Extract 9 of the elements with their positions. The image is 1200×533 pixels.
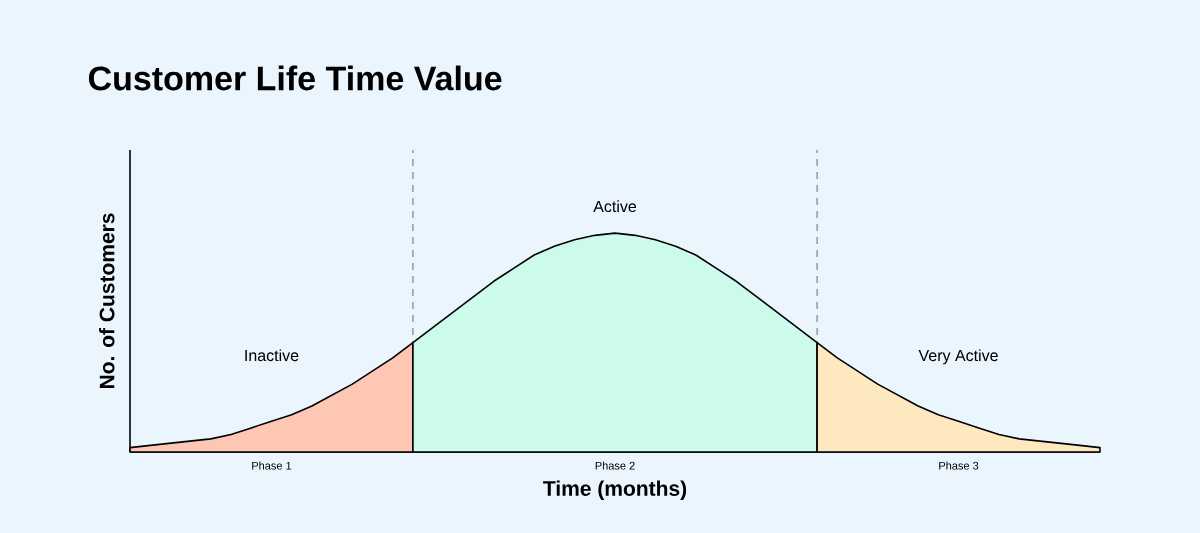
x-tick-label: Phase 2 [595, 461, 635, 470]
text: Inactive [245, 349, 299, 362]
series-label: Active [593, 200, 637, 213]
text: Very Active [918, 349, 998, 365]
x-tick-label: Phase 1 [252, 461, 292, 470]
y-axis-title: No. of Customers [99, 213, 115, 389]
x-axis-title: Time (months) [543, 480, 687, 501]
chart-title: Customer Life Time Value [88, 65, 502, 91]
x-tick-label: Phase 3 [939, 461, 979, 470]
